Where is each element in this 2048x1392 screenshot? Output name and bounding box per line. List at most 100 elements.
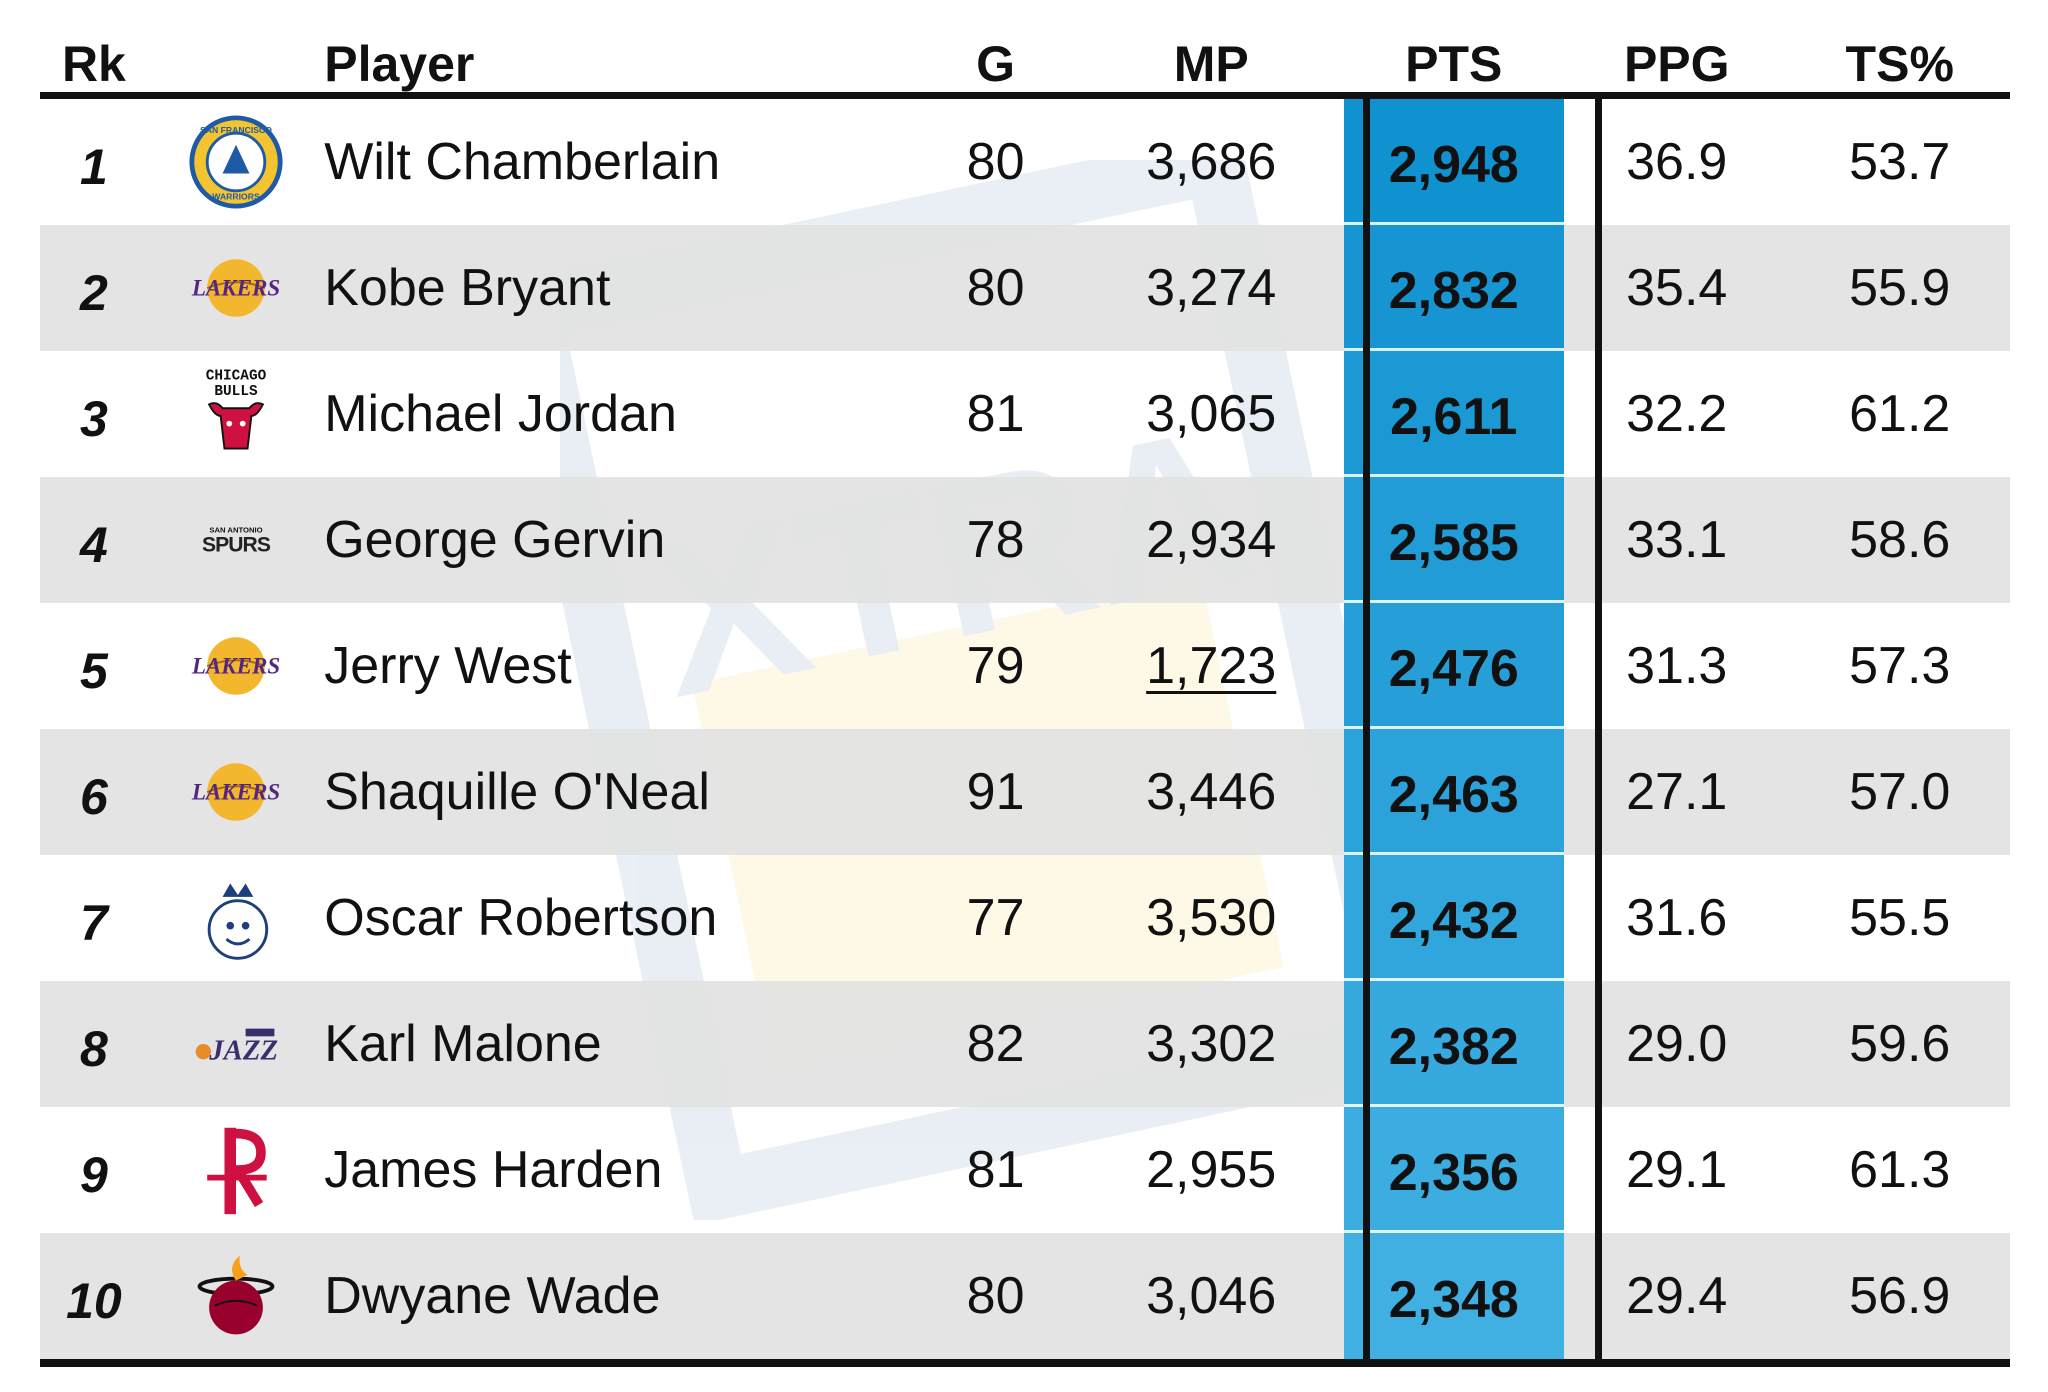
points-cell: 2,348 [1343, 1233, 1565, 1359]
minutes-cell: 3,046 [1079, 1266, 1344, 1326]
games-cell: 81 [966, 1141, 1025, 1199]
player-name-cell: Dwyane Wade [324, 1267, 661, 1325]
minutes-value: 3,530 [1146, 889, 1277, 947]
ppg-cell: 31.3 [1626, 637, 1728, 695]
team-logo-cell: CHICAGO BULLS [148, 366, 324, 462]
points-cell: 2,611 [1343, 351, 1565, 477]
minutes-cell: 3,686 [1079, 132, 1344, 192]
ts-percent-cell: 55.9 [1849, 259, 1951, 317]
svg-text:LAKERS: LAKERS [191, 779, 280, 805]
ppg-cell: 33.1 [1626, 511, 1728, 569]
games-cell: 81 [966, 385, 1025, 443]
games-cell: 80 [966, 133, 1025, 191]
rank-cell: 3 [80, 391, 108, 447]
team-logo-cell: SAN FRANCISCO WARRIORS [148, 114, 324, 210]
svg-text:SPURS: SPURS [202, 534, 271, 557]
rank-cell: 9 [80, 1147, 108, 1203]
table-body: 1 SAN FRANCISCO WARRIORS Wilt Chamberlain 80… [40, 99, 2010, 1359]
header-ts: TS% [1845, 36, 1954, 92]
ts-percent-cell: 58.6 [1849, 511, 1951, 569]
minutes-value: 3,446 [1146, 763, 1277, 821]
minutes-value: 3,686 [1146, 133, 1277, 191]
player-name-cell: Karl Malone [324, 1015, 602, 1073]
ppg-cell: 27.1 [1626, 763, 1728, 821]
header-pts: PTS [1405, 36, 1503, 92]
points-cell: 2,432 [1343, 855, 1565, 981]
table-header: Rk Player G MP PTS PPG TS% [40, 32, 2010, 99]
games-cell: 78 [966, 511, 1025, 569]
team-logo-cell: LAKERS [148, 240, 324, 336]
points-cell: 2,585 [1343, 477, 1565, 603]
warriors-logo-icon: SAN FRANCISCO WARRIORS [188, 114, 284, 210]
points-cell: 2,463 [1343, 729, 1565, 855]
header-mp: MP [1173, 36, 1249, 92]
lakers-logo-icon: LAKERS [188, 240, 284, 336]
header-player: Player [324, 36, 475, 92]
spurs-logo-icon: SAN ANTONIO SPURS [188, 492, 284, 588]
lakers-logo-icon: LAKERS [188, 618, 284, 714]
games-cell: 79 [966, 637, 1025, 695]
table-bottom-rule [40, 1359, 2010, 1367]
minutes-value: 3,046 [1146, 1267, 1277, 1325]
ppg-cell: 31.6 [1626, 889, 1728, 947]
svg-text:SAN FRANCISCO: SAN FRANCISCO [200, 125, 272, 135]
player-name-cell: Jerry West [324, 637, 572, 695]
team-logo-cell [148, 1248, 324, 1344]
svg-text:CHICAGO: CHICAGO [206, 368, 267, 384]
games-cell: 80 [966, 259, 1025, 317]
team-logo-cell [148, 1122, 324, 1218]
header-rk: Rk [61, 36, 126, 92]
points-cell: 2,832 [1343, 225, 1565, 351]
lakers-logo-icon: LAKERS [188, 744, 284, 840]
ts-percent-cell: 61.3 [1849, 1141, 1951, 1199]
points-cell: 2,382 [1343, 981, 1565, 1107]
svg-text:LAKERS: LAKERS [191, 653, 280, 679]
ts-percent-cell: 61.2 [1849, 385, 1951, 443]
jazz-logo-icon: JAZZ [188, 996, 284, 1092]
rank-cell: 2 [80, 265, 108, 321]
minutes-cell: 3,446 [1079, 762, 1344, 822]
table-row: 2 LAKERS Kobe Bryant 80 3,274 2,832 35.4 55.9 [40, 225, 2010, 351]
minutes-cell: 3,065 [1079, 384, 1344, 444]
minutes-cell: 2,955 [1079, 1140, 1344, 1200]
table-row: 3 CHICAGO BULLS Michael Jordan 81 3,065 2,611 3… [40, 351, 2010, 477]
table-row: 1 SAN FRANCISCO WARRIORS Wilt Chamberlain 80… [40, 99, 2010, 225]
ts-percent-cell: 55.5 [1849, 889, 1951, 947]
minutes-cell: 2,934 [1079, 510, 1344, 570]
rank-cell: 10 [66, 1273, 122, 1329]
team-logo-cell: LAKERS [148, 618, 324, 714]
player-name-cell: Wilt Chamberlain [324, 133, 721, 191]
rank-cell: 6 [80, 769, 108, 825]
svg-text:JAZZ: JAZZ [208, 1034, 278, 1066]
team-logo-cell: SAN ANTONIO SPURS [148, 492, 324, 588]
table-row: 6 LAKERS Shaquille O'Neal 91 3,446 2,463 27.1 5… [40, 729, 2010, 855]
svg-text:LAKERS: LAKERS [191, 275, 280, 301]
ts-percent-cell: 57.3 [1849, 637, 1951, 695]
team-logo-cell: LAKERS [148, 744, 324, 840]
minutes-value: 3,274 [1146, 259, 1277, 317]
rank-cell: 7 [80, 895, 108, 951]
minutes-value: 2,955 [1146, 1141, 1277, 1199]
ts-percent-cell: 57.0 [1849, 763, 1951, 821]
minutes-cell: 1,723 [1079, 636, 1344, 696]
ts-percent-cell: 56.9 [1849, 1267, 1951, 1325]
rank-cell: 5 [80, 643, 108, 699]
table-row: 4 SAN ANTONIO SPURS George Gervin 78 2,934 2,5… [40, 477, 2010, 603]
svg-text:WARRIORS: WARRIORS [212, 191, 260, 201]
player-name-cell: Oscar Robertson [324, 889, 718, 947]
ppg-cell: 29.1 [1626, 1141, 1728, 1199]
minutes-cell: 3,530 [1079, 888, 1344, 948]
points-cell: 2,948 [1343, 99, 1565, 225]
table-row: 10 Dwyane Wade 80 3,046 2,348 29.4 56.9 [40, 1233, 2010, 1359]
team-logo-cell: JAZZ [148, 996, 324, 1092]
player-name-cell: Michael Jordan [324, 385, 677, 443]
ppg-cell: 29.4 [1626, 1267, 1728, 1325]
header-ppg: PPG [1623, 36, 1730, 92]
svg-text:BULLS: BULLS [214, 384, 258, 400]
rockets-logo-icon [188, 1122, 284, 1218]
bulls-logo-icon: CHICAGO BULLS [188, 366, 284, 462]
rank-cell: 8 [80, 1021, 108, 1077]
ppg-cell: 36.9 [1626, 133, 1728, 191]
leaderboard-table: Rk Player G MP PTS PPG TS% 1 SAN FRANCISC… [40, 32, 2010, 1367]
points-cell: 2,356 [1343, 1107, 1565, 1233]
